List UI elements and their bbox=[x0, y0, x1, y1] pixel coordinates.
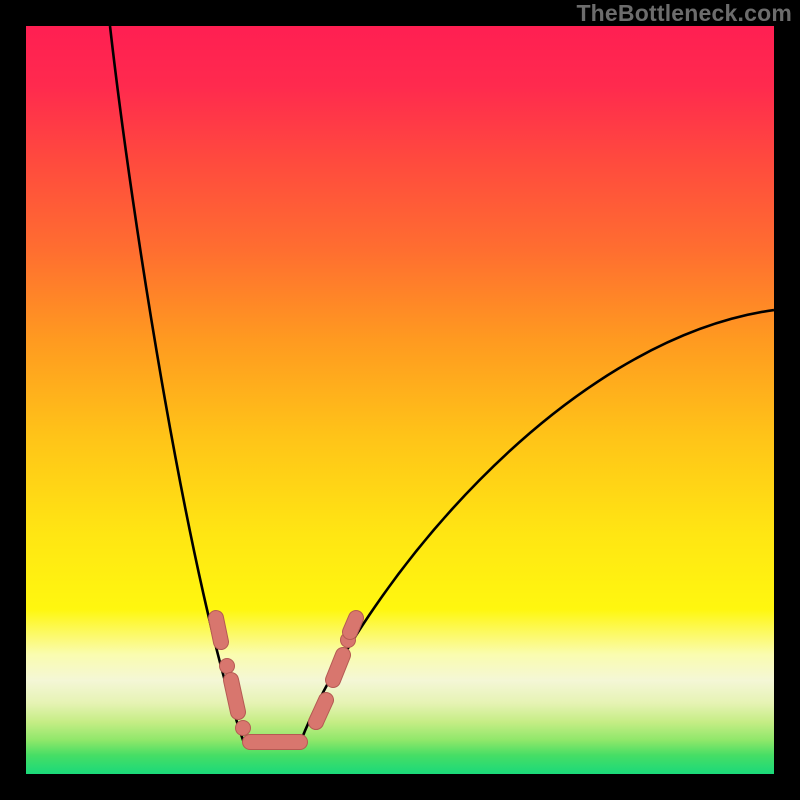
bottleneck-chart bbox=[0, 0, 800, 800]
marker-dot bbox=[220, 659, 234, 673]
marker-capsule bbox=[333, 655, 343, 680]
marker-dot bbox=[236, 721, 250, 735]
marker-capsule bbox=[316, 700, 326, 722]
watermark-text: TheBottleneck.com bbox=[576, 0, 792, 27]
marker-capsule bbox=[216, 618, 221, 642]
gradient-background bbox=[26, 26, 774, 774]
chart-frame: TheBottleneck.com bbox=[0, 0, 800, 800]
marker-capsule bbox=[231, 680, 238, 712]
marker-capsule bbox=[350, 618, 356, 632]
